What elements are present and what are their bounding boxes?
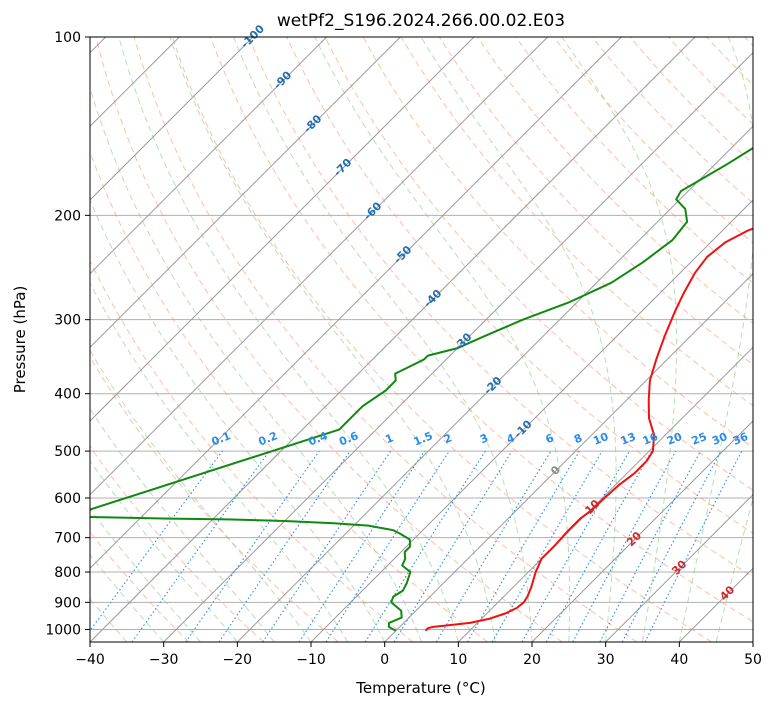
y-tick-label: 800 [54, 565, 81, 581]
mixing-ratio-label: 36 [731, 430, 750, 448]
x-tick-label: 10 [449, 652, 467, 668]
x-tick-label: 40 [670, 652, 688, 668]
dry-adiabat [591, 37, 753, 204]
x-tick-label: −10 [296, 652, 326, 668]
mixing-ratio-line [467, 450, 580, 642]
moist-adiabat [561, 37, 678, 642]
moist-adiabat [169, 37, 496, 642]
moist-adiabat [678, 37, 753, 642]
temperature-line [424, 227, 753, 632]
mixing-ratio-line [364, 450, 486, 642]
moist-adiabat [90, 349, 312, 642]
moist-adiabat [90, 198, 386, 642]
mixing-ratio-label: 2 [442, 431, 454, 446]
dry-adiabat [629, 37, 753, 165]
mixing-ratio-label: 10 [591, 430, 610, 448]
moist-adiabat [118, 37, 459, 642]
mixing-ratio-line [435, 450, 552, 642]
y-tick-label: 500 [54, 444, 81, 460]
isotherm [90, 37, 622, 570]
x-tick-label: 20 [523, 652, 541, 668]
x-tick-label: −30 [149, 652, 179, 668]
chart-title: wetPf2_S196.2024.266.00.02.E03 [277, 11, 565, 31]
isotherm [236, 125, 753, 642]
y-tick-label: 900 [54, 595, 81, 611]
isotherm [90, 37, 696, 642]
mixing-ratio-line [393, 450, 513, 642]
mixing-ratio-line [325, 450, 450, 642]
y-tick-label: 300 [54, 313, 81, 329]
isotherm [163, 51, 753, 642]
dry-adiabat [90, 445, 264, 642]
mixing-ratio-line [131, 450, 270, 642]
isotherm [90, 37, 401, 349]
dry-adiabat [515, 37, 753, 284]
mixing-ratio-label: 3 [478, 431, 490, 446]
moist-adiabat [715, 496, 753, 642]
x-tick-label: −20 [223, 652, 253, 668]
moist-adiabat [90, 281, 349, 642]
moist-adiabats [90, 37, 753, 642]
x-axis-label: Temperature (°C) [355, 679, 485, 697]
dewpoint-line [90, 146, 753, 632]
moist-adiabat [420, 37, 617, 642]
y-tick-label: 100 [54, 30, 81, 46]
y-tick-label: 700 [54, 531, 81, 547]
moist-adiabat [90, 407, 275, 642]
isotherm [90, 37, 328, 275]
mixing-ratio-line [521, 450, 630, 642]
mixing-ratio-label: 30 [710, 430, 729, 448]
dry-adiabats [90, 37, 753, 642]
isotherm [90, 37, 549, 496]
dry-adiabat [90, 259, 414, 642]
y-tick-label: 400 [54, 387, 81, 403]
dry-adiabat [95, 37, 563, 642]
y-axis-label: Pressure (hPa) [11, 286, 29, 394]
plot-background [90, 37, 753, 642]
mixing-ratio-line [218, 450, 351, 642]
dry-adiabat [171, 37, 712, 642]
y-tick-label: 200 [54, 208, 81, 224]
x-tick-label: −40 [75, 652, 105, 668]
isotherm [384, 272, 753, 642]
plot-frame [89, 36, 754, 643]
y-tick-label: 1000 [45, 622, 81, 638]
moist-adiabat [233, 37, 533, 642]
mixing-ratio-label: 8 [572, 431, 584, 446]
dry-adiabat [248, 37, 753, 578]
mixing-ratio-label: 1 [383, 431, 395, 446]
mixing-ratio-label: 20 [665, 430, 684, 448]
moist-adiabat [90, 508, 201, 642]
isotherm [310, 199, 753, 642]
mixing-ratio-line [545, 450, 653, 642]
isotherm [605, 493, 753, 642]
isotherm [531, 420, 753, 642]
profile-series [90, 146, 753, 632]
dry-adiabat [477, 37, 753, 325]
mixing-ratio-label: 16 [641, 430, 660, 448]
x-tick-label: 0 [380, 652, 389, 668]
moist-adiabat [90, 86, 422, 642]
dry-adiabat [400, 37, 753, 407]
mixing-ratio-line [185, 450, 320, 642]
moist-adiabat [314, 37, 571, 642]
dry-adiabat [324, 37, 753, 491]
x-tick-label: 50 [744, 652, 762, 668]
x-tick-label: 30 [597, 652, 615, 668]
isotherm [90, 37, 254, 201]
isotherm [90, 37, 475, 422]
y-tick-label: 600 [54, 491, 81, 507]
dry-adiabat [133, 37, 638, 642]
mixing-ratio-label: 25 [690, 430, 709, 448]
y-axis-ticks: 100 200 300 400 500 600 700 800 900 1000 [45, 30, 90, 638]
mixing-ratio-label: 13 [619, 430, 638, 448]
dry-adiabat [210, 37, 753, 623]
mixing-ratio-line [90, 450, 223, 632]
isotherm [752, 641, 753, 642]
mixing-ratio-line [572, 450, 677, 642]
x-axis-ticks: −40 −30 −20 −10 0 10 20 30 40 50 [75, 642, 762, 668]
isotherm-grid [90, 37, 753, 642]
